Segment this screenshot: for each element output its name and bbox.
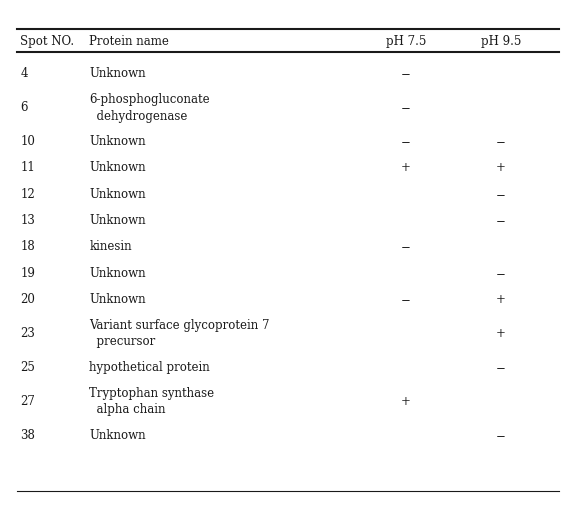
- Text: 6-phosphogluconate
  dehydrogenase: 6-phosphogluconate dehydrogenase: [89, 93, 210, 122]
- Text: −: −: [401, 292, 411, 306]
- Text: pH 9.5: pH 9.5: [481, 35, 521, 48]
- Text: −: −: [496, 428, 506, 441]
- Text: Unknown: Unknown: [89, 214, 146, 227]
- Text: kinesin: kinesin: [89, 240, 132, 253]
- Text: −: −: [401, 135, 411, 148]
- Text: 23: 23: [20, 326, 35, 339]
- Text: Unknown: Unknown: [89, 187, 146, 200]
- Text: +: +: [496, 326, 506, 339]
- Text: −: −: [401, 67, 411, 80]
- Text: Unknown: Unknown: [89, 135, 146, 148]
- Text: 11: 11: [20, 161, 35, 174]
- Text: +: +: [496, 161, 506, 174]
- Text: +: +: [496, 292, 506, 306]
- Text: 18: 18: [20, 240, 35, 253]
- Text: Protein name: Protein name: [89, 35, 169, 48]
- Text: Unknown: Unknown: [89, 161, 146, 174]
- Text: Spot NO.: Spot NO.: [20, 35, 74, 48]
- Text: Variant surface glycoprotein 7
  precursor: Variant surface glycoprotein 7 precursor: [89, 318, 270, 347]
- Text: −: −: [401, 101, 411, 114]
- Text: 13: 13: [20, 214, 35, 227]
- Text: pH 7.5: pH 7.5: [386, 35, 426, 48]
- Text: Tryptophan synthase
  alpha chain: Tryptophan synthase alpha chain: [89, 386, 214, 415]
- Text: +: +: [401, 161, 411, 174]
- Text: 12: 12: [20, 187, 35, 200]
- Text: 38: 38: [20, 428, 35, 441]
- Text: −: −: [401, 240, 411, 253]
- Text: 27: 27: [20, 394, 35, 407]
- Text: 20: 20: [20, 292, 35, 306]
- Text: 19: 19: [20, 266, 35, 279]
- Text: 10: 10: [20, 135, 35, 148]
- Text: 4: 4: [20, 67, 28, 80]
- Text: Unknown: Unknown: [89, 266, 146, 279]
- Text: +: +: [401, 394, 411, 407]
- Text: −: −: [496, 214, 506, 227]
- Text: Unknown: Unknown: [89, 292, 146, 306]
- Text: 25: 25: [20, 360, 35, 373]
- Text: 6: 6: [20, 101, 28, 114]
- Text: hypothetical protein: hypothetical protein: [89, 360, 210, 373]
- Text: Unknown: Unknown: [89, 428, 146, 441]
- Text: Unknown: Unknown: [89, 67, 146, 80]
- Text: −: −: [496, 135, 506, 148]
- Text: −: −: [496, 360, 506, 373]
- Text: −: −: [496, 266, 506, 279]
- Text: −: −: [496, 187, 506, 200]
